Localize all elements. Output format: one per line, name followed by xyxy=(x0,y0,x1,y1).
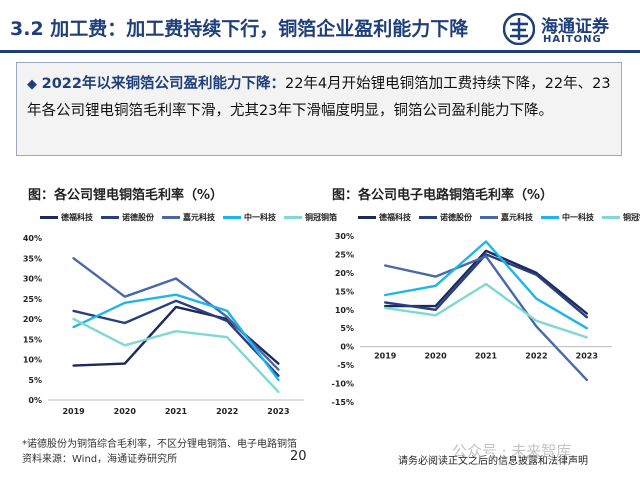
legend-item: 嘉元科技 xyxy=(162,212,215,223)
legend-label: 诺德股份 xyxy=(440,212,472,222)
legend-swatch xyxy=(162,215,180,219)
legend-label: 嘉元科技 xyxy=(183,212,215,222)
legend-item: 诺德股份 xyxy=(101,212,154,223)
x-tick-label: 2023 xyxy=(267,407,289,416)
y-tick-label: 40% xyxy=(23,234,42,243)
legend-swatch xyxy=(480,215,498,219)
y-tick-label: 25% xyxy=(335,250,354,259)
legend-swatch xyxy=(40,215,58,219)
legend-label: 铜冠铜箔 xyxy=(623,212,640,222)
page-number: 20 xyxy=(290,449,307,464)
series-line xyxy=(383,255,588,382)
y-tick-label: -15% xyxy=(332,398,354,407)
legend-item: 德福科技 xyxy=(358,212,411,223)
y-tick-label: 30% xyxy=(335,232,354,241)
y-tick-label: 30% xyxy=(23,275,42,284)
series-line xyxy=(383,240,588,330)
legend-swatch xyxy=(541,215,559,219)
x-tick-label: 2022 xyxy=(216,407,238,416)
x-tick-label: 2020 xyxy=(424,352,447,361)
watermark-text: 公众号 · 未来智库 xyxy=(452,442,572,460)
legend-label: 德福科技 xyxy=(379,212,411,222)
footnote-note: *诺德股份为铜箔综合毛利率，不区分锂电铜箔、电子电路铜箔 xyxy=(22,439,297,450)
y-tick-label: 25% xyxy=(23,295,42,304)
y-tick-label: 10% xyxy=(335,306,354,315)
summary-text: ◆ 2022年以来铜箔公司盈利能力下降：22年4月开始锂电铜箔加工费持续下降，2… xyxy=(27,71,617,125)
chart-legend: 德福科技 诺德股份 嘉元科技 中一科技 铜冠铜箔 xyxy=(40,210,337,224)
legend-item: 诺德股份 xyxy=(419,212,472,223)
legend-item: 中一科技 xyxy=(541,212,594,223)
x-tick-label: 2019 xyxy=(62,407,85,416)
y-tick-label: 15% xyxy=(335,287,354,296)
legend-item: 铜冠铜箔 xyxy=(284,212,337,223)
legend-label: 中一科技 xyxy=(562,212,594,222)
legend-swatch xyxy=(284,215,302,219)
disclaimer: 请务必阅读正文之后的信息披露和法律声明 xyxy=(398,456,588,467)
y-tick-label: 20% xyxy=(335,269,354,278)
y-tick-label: -10% xyxy=(332,380,354,389)
logo-chinese-text: 海通证券 xyxy=(541,17,609,37)
haitong-logo: 海通证券 HAITONG xyxy=(503,10,633,48)
summary-body: 22年4月开始锂电铜箔加工费持续下降，22年、23年各公司锂电铜箔毛利率下滑，尤… xyxy=(27,76,611,119)
legend-item: 铜冠铜箔 xyxy=(602,212,640,223)
lithium-foil-margin-chart: 图：各公司锂电铜箔毛利率（%） 德福科技 诺德股份 嘉元科技 中一科技 铜冠铜箔… xyxy=(14,184,337,424)
chart-plot-area: 0% 5% 10% 15% 20% 25% 30% 35% 40% 2019 2020 2021 202… xyxy=(23,234,304,416)
y-tick-label: 15% xyxy=(23,335,42,344)
chart-title: 图：各公司电子电路铜箔毛利率（%） xyxy=(332,188,554,203)
summary-box: ◆ 2022年以来铜箔公司盈利能力下降：22年4月开始锂电铜箔加工费持续下降，2… xyxy=(16,62,622,156)
y-tick-label: 5% xyxy=(28,376,42,385)
series-line xyxy=(383,282,588,339)
legend-item: 中一科技 xyxy=(223,212,276,223)
series-line xyxy=(72,305,280,367)
chart-legend: 德福科技 诺德股份 嘉元科技 中一科技 铜冠铜箔 xyxy=(358,210,640,224)
x-tick-label: 2023 xyxy=(576,352,598,361)
series-line xyxy=(383,249,588,315)
footnote-source: 资料来源：Wind，海通证券研究所 xyxy=(22,454,178,465)
legend-label: 诺德股份 xyxy=(122,212,154,222)
y-tick-label: 20% xyxy=(23,315,42,324)
legend-label: 嘉元科技 xyxy=(501,212,533,222)
x-tick-label: 2019 xyxy=(374,352,397,361)
series-line xyxy=(383,253,588,319)
series-line xyxy=(72,293,280,382)
y-tick-label: -5% xyxy=(337,361,354,370)
page-title: 3.2 加工费：加工费持续下行，铜箔企业盈利能力下降 xyxy=(10,18,469,40)
legend-item: 德福科技 xyxy=(40,212,93,223)
x-tick-label: 2020 xyxy=(114,407,137,416)
footnote: *诺德股份为铜箔综合毛利率，不区分锂电铜箔、电子电路铜箔 资料来源：Wind，海… xyxy=(22,437,297,467)
series-line xyxy=(72,299,280,377)
y-tick-label: 0% xyxy=(340,343,354,352)
bullet-diamond-icon: ◆ xyxy=(27,77,37,92)
y-tick-label: 5% xyxy=(340,324,354,333)
haitong-logo-icon xyxy=(503,13,535,45)
x-tick-label: 2021 xyxy=(475,352,498,361)
legend-swatch xyxy=(358,215,376,219)
title-divider xyxy=(0,50,640,53)
legend-swatch xyxy=(419,215,437,219)
legend-swatch xyxy=(223,215,241,219)
y-tick-label: 10% xyxy=(23,356,42,365)
y-tick-label: 0% xyxy=(28,396,42,405)
x-tick-label: 2021 xyxy=(165,407,188,416)
circuit-foil-margin-chart: 图：各公司电子电路铜箔毛利率（%） 德福科技 诺德股份 嘉元科技 中一科技 铜冠… xyxy=(318,184,640,424)
y-tick-label: 35% xyxy=(23,254,42,263)
chart-plot-area: -15% -10% -5% 0% 5% 10% 15% 20% 25% 30% 2019 2020 20… xyxy=(332,232,612,407)
x-tick-label: 2022 xyxy=(525,352,547,361)
legend-label: 中一科技 xyxy=(244,212,276,222)
series-line xyxy=(72,257,280,371)
chart-title: 图：各公司锂电铜箔毛利率（%） xyxy=(28,188,224,203)
logo-english-text: HAITONG xyxy=(543,34,602,45)
summary-lead: 2022年以来铜箔公司盈利能力下降： xyxy=(41,76,285,92)
legend-swatch xyxy=(602,215,620,219)
legend-swatch xyxy=(101,215,119,219)
series-line xyxy=(72,317,280,394)
legend-label: 铜冠铜箔 xyxy=(305,212,337,222)
legend-label: 德福科技 xyxy=(61,212,93,222)
legend-item: 嘉元科技 xyxy=(480,212,533,223)
